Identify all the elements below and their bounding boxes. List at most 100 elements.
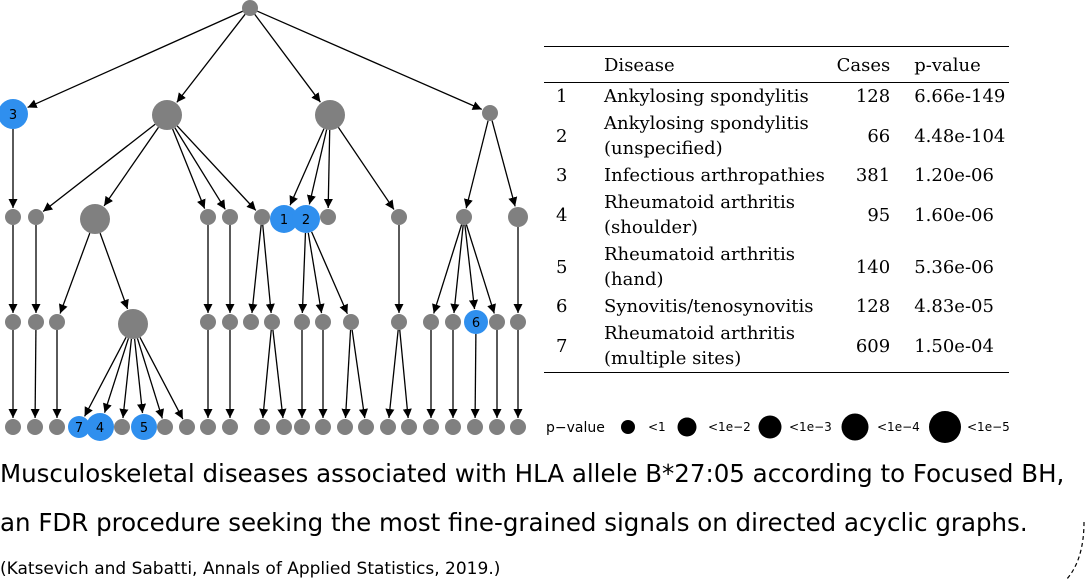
dag-edge: [119, 338, 133, 419]
dag-node: [508, 207, 528, 227]
dag-node: [222, 419, 238, 435]
disease-line-1: Infectious arthropathies: [604, 165, 825, 186]
dag-node: [222, 314, 238, 330]
disease-line-2: (unspecified): [604, 138, 723, 159]
row-cases: 128: [855, 86, 891, 107]
dag-edge: [465, 224, 496, 314]
row-disease: Rheumatoid arthritis (shoulder): [604, 189, 834, 241]
dag-edge: [351, 329, 368, 419]
row-pvalue: 1.60e-06: [914, 204, 994, 226]
dag-node: [337, 419, 353, 435]
header-pvalue: p-value: [914, 55, 981, 76]
dag-node-highlighted: [270, 205, 298, 233]
legend-label-5: <1e−5: [967, 420, 1010, 434]
dag-node: [152, 100, 182, 130]
dag-node: [510, 419, 526, 435]
disease-line-1: Ankylosing spondylitis: [604, 86, 809, 107]
dag-node: [467, 419, 483, 435]
row-num: 1: [556, 86, 568, 107]
dag-edge: [385, 329, 399, 419]
dag-node: [423, 419, 439, 435]
dag-edge: [176, 13, 246, 103]
dag-node-highlighted: [86, 413, 114, 441]
dag-node-label: 1: [280, 213, 288, 228]
legend-label-3: <1e−3: [789, 420, 832, 434]
row-cases: 381: [855, 165, 891, 186]
dag-node-label: 5: [140, 421, 148, 436]
row-pvalue: 5.36e-06: [914, 256, 994, 278]
disease-line-1: Rheumatoid arthritis: [604, 323, 796, 344]
header-disease: Disease: [604, 55, 675, 76]
dag-node: [49, 314, 65, 330]
legend-dot-4: [841, 413, 869, 441]
legend-label-4: <1e−4: [877, 420, 920, 434]
dag-node-label: 6: [472, 316, 480, 331]
dag-node: [222, 209, 238, 225]
dag-edge: [272, 329, 287, 419]
dag-node-label: 3: [9, 108, 17, 123]
dag-node-highlighted: [0, 99, 28, 129]
row-num: 5: [556, 256, 568, 278]
dag-node: [391, 314, 407, 330]
legend-label-1: <1: [648, 420, 666, 434]
table-row: 3 Infectious arthropathies 381 1.20e-06: [544, 162, 1009, 189]
dag-node-label: 4: [96, 421, 104, 436]
dag-node: [28, 314, 44, 330]
row-disease: Synovitis/tenosynovitis: [604, 293, 834, 320]
disease-line-2: (hand): [604, 269, 664, 290]
dag-edge: [27, 10, 243, 109]
row-num: 6: [556, 296, 568, 317]
row-disease: Rheumatoid arthritis (hand): [604, 241, 834, 293]
dag-node: [254, 419, 270, 435]
dag-node: [243, 314, 259, 330]
dag-node: [380, 419, 396, 435]
dag-node: [315, 314, 331, 330]
table-row: 5 Rheumatoid arthritis (hand) 140 5.36e-06: [544, 241, 1009, 293]
dag-node-highlighted: [131, 414, 157, 440]
dag-edge: [42, 123, 156, 212]
dag-edge: [171, 128, 206, 209]
row-cases: 66: [867, 125, 891, 147]
dag-edge: [259, 329, 272, 419]
dag-node: [27, 419, 43, 435]
row-num: 3: [556, 165, 568, 186]
row-disease: Rheumatoid arthritis (multiple sites): [604, 320, 834, 373]
citation: (Katsevich and Sabatti, Annals of Applie…: [0, 559, 501, 579]
row-cases: 128: [855, 296, 891, 317]
dag-edge: [491, 120, 518, 207]
row-cases: 95: [867, 204, 891, 226]
header-num: [544, 47, 604, 83]
row-pvalue: 1.50e-04: [914, 335, 994, 357]
dag-node: [445, 314, 461, 330]
dag-edge: [470, 333, 480, 419]
dag-edge: [262, 224, 275, 314]
dag-node-label: 7: [75, 421, 83, 436]
dag-node: [80, 204, 110, 234]
corner-decoration: [1066, 522, 1085, 581]
table-row: 4 Rheumatoid arthritis (shoulder) 95 1.60e-0…: [544, 189, 1009, 241]
dag-node: [489, 419, 505, 435]
dag-edge: [136, 338, 164, 419]
dag-edge: [306, 129, 328, 205]
dag-node-highlighted: [68, 416, 90, 438]
disease-table: Disease Cases p-value 1 Ankylosing spondy…: [544, 46, 1009, 373]
dag-edge: [99, 232, 129, 310]
dag-node: [118, 309, 148, 339]
dag-node: [315, 100, 345, 130]
legend-dot-5: [929, 411, 961, 443]
row-cases: 140: [855, 256, 891, 278]
row-disease: Infectious arthropathies: [604, 162, 834, 189]
row-pvalue: 4.48e-104: [914, 125, 1006, 147]
dag-node: [5, 314, 21, 330]
dag-node: [276, 419, 292, 435]
dag-edge: [139, 336, 184, 420]
dag-edge: [289, 128, 325, 206]
dag-node: [482, 105, 498, 121]
dag-edge: [337, 127, 395, 210]
dag-node: [179, 419, 195, 435]
dag-node: [489, 314, 505, 330]
row-pvalue: 1.20e-06: [914, 165, 994, 186]
dag-edge: [254, 14, 321, 103]
dag-node: [157, 419, 173, 435]
dag-node: [5, 419, 21, 435]
